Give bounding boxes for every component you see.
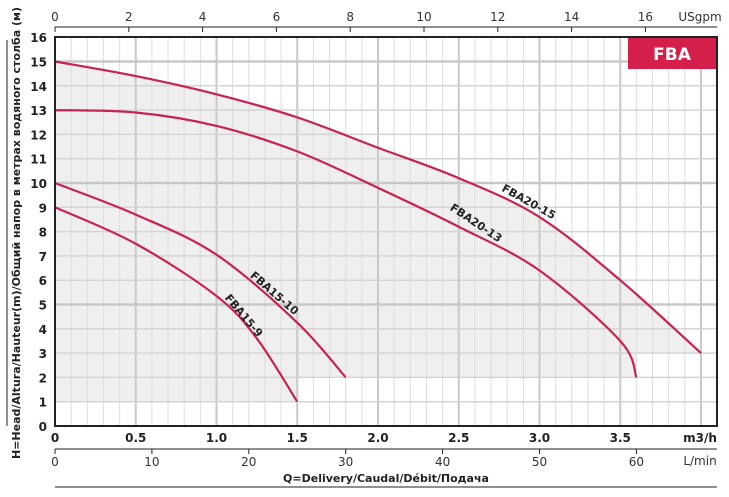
- top-axis-tick-label: 0: [51, 10, 59, 24]
- top-axis-tick-label: 8: [346, 10, 354, 24]
- top-axis-tick-label: 2: [125, 10, 133, 24]
- x-tick-label-m3h: 1.0: [206, 431, 227, 445]
- lmin-axis-tick-label: 30: [338, 455, 353, 469]
- top-axis-tick-label: 4: [199, 10, 207, 24]
- lmin-axis-tick-label: 50: [532, 455, 547, 469]
- curve-fba20-13: [54, 109, 638, 378]
- y-tick-label: 13: [30, 104, 47, 118]
- y-tick-label: 12: [30, 128, 47, 142]
- x-tick-label-m3h: 0: [51, 431, 59, 445]
- x-tick-label-m3h: 2.5: [448, 431, 469, 445]
- y-tick-label: 5: [39, 299, 47, 313]
- x-tick-label-m3h: 0.5: [125, 431, 146, 445]
- y-tick-label: 6: [39, 274, 47, 288]
- lmin-axis-tick-label: 20: [241, 455, 256, 469]
- x-axis-title: Q=Delivery/Caudal/Débit/Подача: [283, 472, 489, 485]
- top-axis-tick-label: 16: [638, 10, 653, 24]
- y-tick-label: 3: [39, 347, 47, 361]
- model-badge: FBA: [628, 38, 716, 69]
- x-tick-label-m3h: 1.5: [287, 431, 308, 445]
- y-tick-label: 4: [39, 323, 47, 337]
- x-axis-unit-m3h: m3/h: [683, 431, 717, 445]
- curve-fba20-15: [54, 60, 702, 354]
- lmin-axis-tick-label: 40: [435, 455, 450, 469]
- lmin-axis-tick-label: 0: [51, 455, 59, 469]
- y-tick-label: 7: [39, 250, 47, 264]
- axes: USgpm m3/h L/min Q=Delivery/Caudal/Débit…: [6, 7, 722, 488]
- y-tick-label: 8: [39, 226, 47, 240]
- y-tick-label: 2: [39, 371, 47, 385]
- x-tick-label-m3h: 3.5: [610, 431, 631, 445]
- y-tick-label: 15: [30, 56, 47, 70]
- y-tick-label: 11: [30, 153, 47, 167]
- y-tick-label: 14: [30, 80, 47, 94]
- y-tick-label: 10: [30, 177, 47, 191]
- lmin-axis-tick-label: 10: [144, 455, 159, 469]
- badge-background: [628, 38, 716, 69]
- y-tick-label: 16: [30, 31, 47, 45]
- curve-fba15-10: [54, 181, 347, 379]
- curve-fba15-9: [54, 206, 299, 403]
- y-axis-title: H=Head/Altura/Hauteur(m)/Общий напор в м…: [10, 7, 23, 459]
- y-tick-label: 1: [39, 396, 47, 410]
- y-tick-label: 9: [39, 201, 47, 215]
- y-tick-label: 0: [39, 420, 47, 434]
- top-axis-unit: USgpm: [678, 10, 721, 24]
- lmin-axis-tick-label: 60: [629, 455, 644, 469]
- top-axis-tick-label: 10: [416, 10, 431, 24]
- x-tick-label-m3h: 2.0: [367, 431, 388, 445]
- lmin-axis-unit: L/min: [683, 454, 716, 468]
- top-axis-tick-label: 12: [490, 10, 505, 24]
- top-axis-tick-label: 6: [273, 10, 281, 24]
- top-axis-tick-label: 14: [564, 10, 579, 24]
- badge-text: FBA: [653, 45, 692, 65]
- x-tick-label-m3h: 3.0: [529, 431, 550, 445]
- plot-border: [54, 36, 718, 427]
